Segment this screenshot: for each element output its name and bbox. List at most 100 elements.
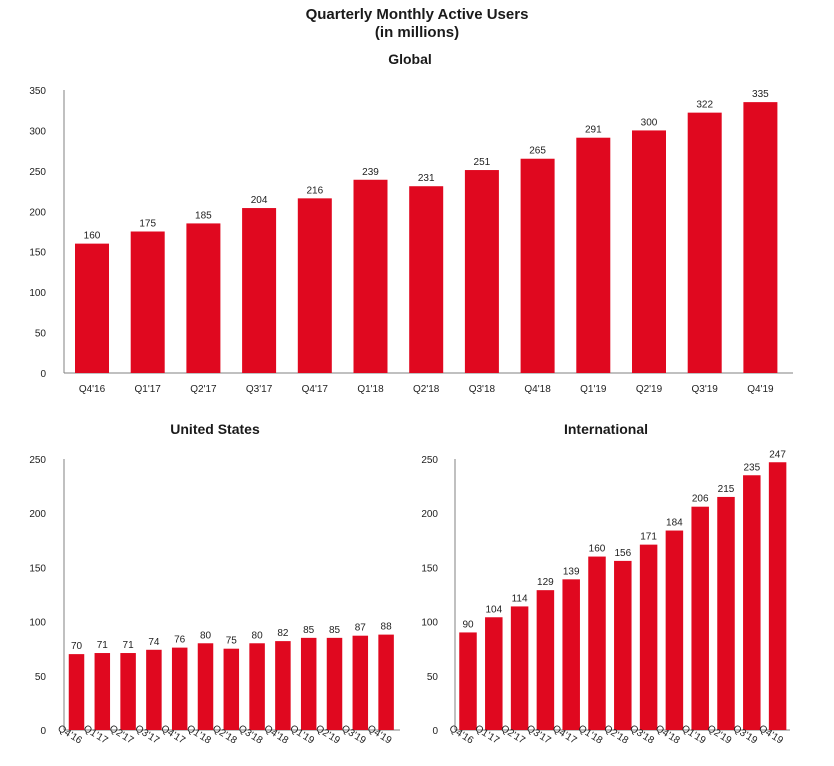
us-y-tick-label: 200 [29, 509, 46, 520]
us-bar [300, 637, 317, 730]
us-data-label: 80 [200, 630, 212, 641]
intl-data-label: 156 [614, 548, 631, 559]
global-bar [520, 158, 555, 373]
us-bar [275, 641, 291, 730]
intl-data-label: 104 [485, 604, 502, 615]
global-data-label: 335 [752, 89, 769, 100]
intl-y-tick-label: 150 [421, 563, 438, 574]
us-panel-title: United States [170, 421, 260, 437]
global-data-label: 239 [362, 167, 379, 178]
global-data-label: 204 [251, 195, 268, 206]
us-data-label: 75 [226, 636, 238, 647]
intl-bar [459, 632, 477, 730]
chart-title: Quarterly Monthly Active Users [305, 6, 529, 23]
global-data-label: 160 [84, 231, 101, 242]
us-bar [146, 649, 162, 730]
global-x-tick-label: Q4'18 [524, 384, 551, 395]
us-data-label: 71 [123, 640, 135, 651]
global-bar [464, 170, 499, 373]
global-bar [75, 243, 109, 373]
us-y-tick-label: 0 [40, 726, 46, 737]
global-x-tick-label: Q4'19 [747, 384, 774, 395]
global-data-label: 300 [641, 117, 658, 128]
us-bar [68, 654, 85, 730]
global-bar [186, 223, 221, 373]
global-data-label: 265 [529, 146, 546, 157]
us-bar [120, 653, 136, 730]
global-bar [297, 198, 332, 373]
us-y-tick-label: 50 [35, 672, 47, 683]
us-bar [223, 648, 240, 730]
intl-y-tick-label: 0 [432, 726, 438, 737]
us-data-label: 74 [148, 637, 160, 648]
intl-bar [485, 617, 503, 730]
us-data-label: 76 [174, 635, 186, 646]
global-panel-title: Global [388, 51, 432, 67]
us-data-label: 88 [381, 622, 393, 633]
global-bar [130, 231, 165, 373]
global-x-tick-label: Q3'17 [246, 384, 273, 395]
intl-data-label: 215 [718, 484, 735, 495]
us-bar [197, 643, 214, 730]
global-bar [687, 112, 722, 373]
global-x-tick-label: Q1'19 [580, 384, 607, 395]
global-y-tick-label: 250 [29, 167, 46, 178]
global-x-tick-label: Q1'17 [135, 384, 162, 395]
global-bar [743, 102, 778, 373]
global-bar [353, 179, 388, 373]
intl-data-label: 184 [666, 518, 683, 529]
intl-y-tick-label: 50 [427, 672, 439, 683]
global-y-tick-label: 0 [40, 369, 46, 380]
us-data-label: 71 [97, 640, 109, 651]
us-data-label: 70 [71, 641, 83, 652]
intl-bar [639, 544, 658, 730]
us-y-tick-label: 100 [29, 618, 46, 629]
intl-data-label: 139 [563, 566, 580, 577]
intl-bar [717, 496, 735, 730]
global-y-tick-label: 150 [29, 248, 46, 259]
global-x-tick-label: Q2'17 [190, 384, 217, 395]
us-data-label: 85 [329, 625, 341, 636]
global-data-label: 291 [585, 125, 602, 136]
intl-data-label: 90 [462, 619, 474, 630]
us-bar [94, 653, 111, 730]
global-x-tick-label: Q4'17 [302, 384, 329, 395]
intl-bar [536, 590, 555, 730]
intl-y-tick-label: 250 [421, 455, 438, 466]
global-y-tick-label: 350 [29, 86, 46, 97]
global-bar [242, 208, 277, 373]
intl-data-label: 129 [537, 577, 554, 588]
global-data-label: 175 [139, 219, 156, 230]
global-x-tick-label: Q1'18 [357, 384, 384, 395]
chart-subtitle: (in millions) [374, 24, 460, 41]
us-data-label: 82 [277, 628, 289, 639]
us-data-label: 87 [355, 623, 367, 634]
global-x-tick-label: Q3'19 [692, 384, 719, 395]
intl-bar [588, 556, 606, 730]
global-data-label: 185 [195, 210, 212, 221]
intl-bar [743, 475, 761, 730]
intl-y-tick-label: 200 [421, 509, 438, 520]
intl-bar [510, 606, 529, 730]
global-data-label: 216 [306, 185, 323, 196]
intl-bar [562, 579, 580, 730]
intl-bar [768, 462, 787, 730]
global-chart: Global 0 50 100 150 200 250 300 350 160 Q4'16 175 Q1… [29, 51, 793, 395]
intl-y-tick-label: 100 [421, 618, 438, 629]
intl-data-label: 235 [743, 462, 760, 473]
global-y-tick-label: 200 [29, 207, 46, 218]
us-bar [326, 637, 343, 730]
intl-chart: International05010015020025090Q4'16104Q1… [421, 421, 790, 747]
us-bar [249, 643, 265, 730]
us-data-label: 80 [252, 630, 264, 641]
intl-data-label: 247 [769, 449, 786, 460]
global-x-tick-label: Q2'18 [413, 384, 440, 395]
intl-bar [614, 560, 632, 730]
global-x-tick-label: Q4'16 [79, 384, 106, 395]
global-x-tick-label: Q2'19 [636, 384, 663, 395]
global-y-tick-label: 300 [29, 126, 46, 137]
intl-bar [691, 506, 709, 730]
global-bar [632, 130, 666, 373]
global-data-label: 231 [418, 173, 435, 184]
